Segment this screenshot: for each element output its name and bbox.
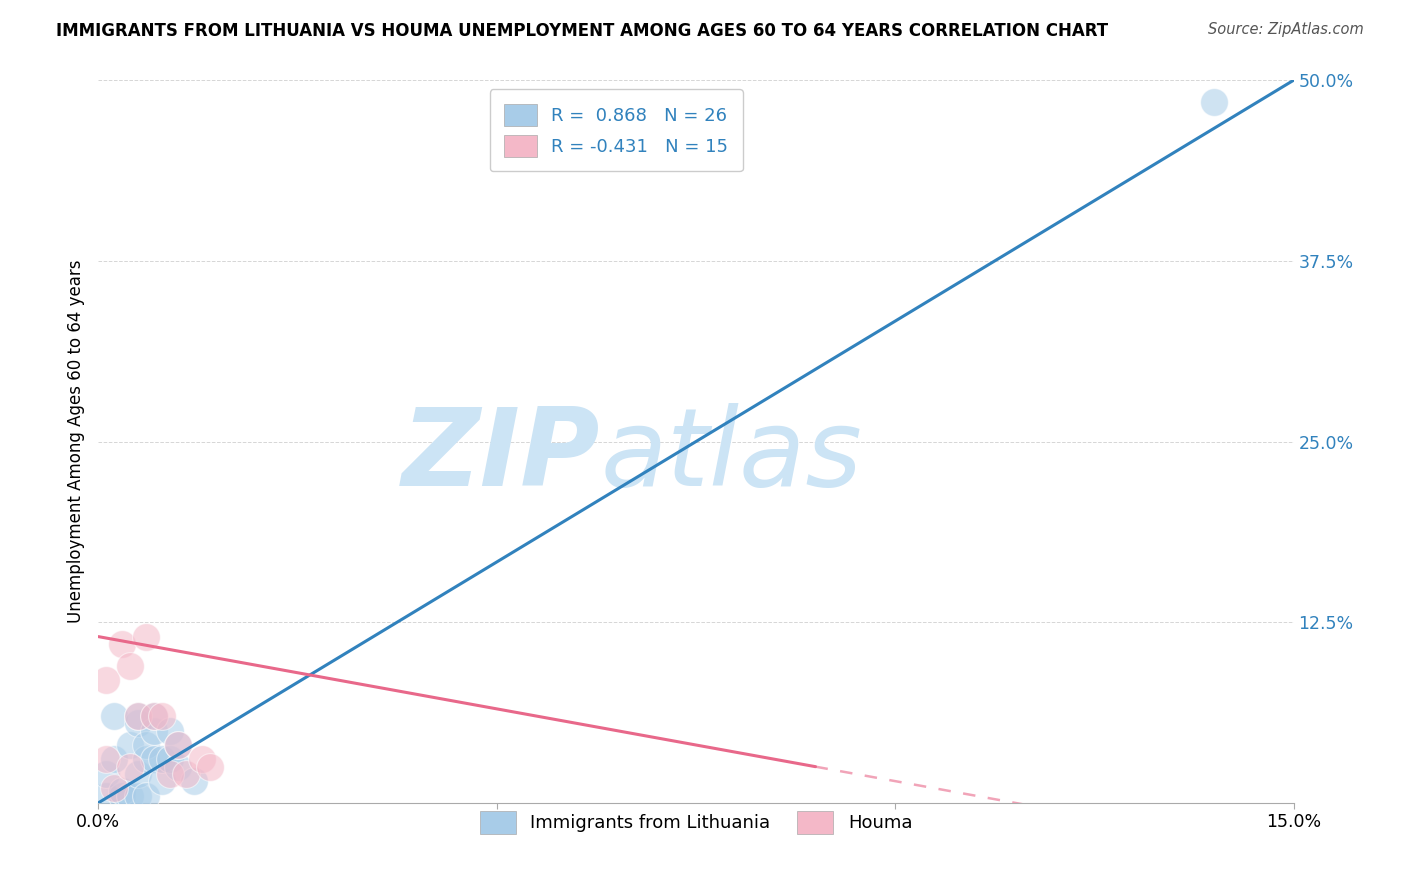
Legend: Immigrants from Lithuania, Houma: Immigrants from Lithuania, Houma xyxy=(472,805,920,841)
Point xyxy=(135,738,157,752)
Text: IMMIGRANTS FROM LITHUANIA VS HOUMA UNEMPLOYMENT AMONG AGES 60 TO 64 YEARS CORREL: IMMIGRANTS FROM LITHUANIA VS HOUMA UNEMP… xyxy=(56,22,1108,40)
Point xyxy=(159,752,181,766)
Point xyxy=(96,673,118,687)
Point xyxy=(127,716,149,731)
Point xyxy=(167,738,190,752)
Text: ZIP: ZIP xyxy=(402,403,600,509)
Point xyxy=(120,738,142,752)
Point xyxy=(143,709,166,723)
Point xyxy=(143,723,166,738)
Point xyxy=(174,767,197,781)
Point xyxy=(150,752,173,766)
Point xyxy=(120,760,142,774)
Point xyxy=(96,752,118,766)
Point xyxy=(127,709,149,723)
Point xyxy=(127,709,149,723)
Point xyxy=(143,709,166,723)
Point xyxy=(191,752,214,766)
Point xyxy=(198,760,221,774)
Text: Source: ZipAtlas.com: Source: ZipAtlas.com xyxy=(1208,22,1364,37)
Point xyxy=(96,767,118,781)
Point xyxy=(135,630,157,644)
Point xyxy=(103,752,125,766)
Point xyxy=(167,760,190,774)
Point xyxy=(103,709,125,723)
Point xyxy=(127,789,149,803)
Point xyxy=(120,658,142,673)
Point xyxy=(135,789,157,803)
Point xyxy=(1202,95,1225,109)
Point xyxy=(103,781,125,796)
Point xyxy=(143,752,166,766)
Point xyxy=(111,637,134,651)
Text: atlas: atlas xyxy=(600,403,862,508)
Y-axis label: Unemployment Among Ages 60 to 64 years: Unemployment Among Ages 60 to 64 years xyxy=(66,260,84,624)
Point xyxy=(135,752,157,766)
Point xyxy=(159,723,181,738)
Point xyxy=(150,709,173,723)
Point xyxy=(127,767,149,781)
Point xyxy=(96,789,118,803)
Point xyxy=(183,774,205,789)
Point xyxy=(111,784,134,798)
Point xyxy=(159,767,181,781)
Point xyxy=(150,774,173,789)
Point xyxy=(167,738,190,752)
Point xyxy=(120,789,142,803)
Point xyxy=(111,789,134,803)
